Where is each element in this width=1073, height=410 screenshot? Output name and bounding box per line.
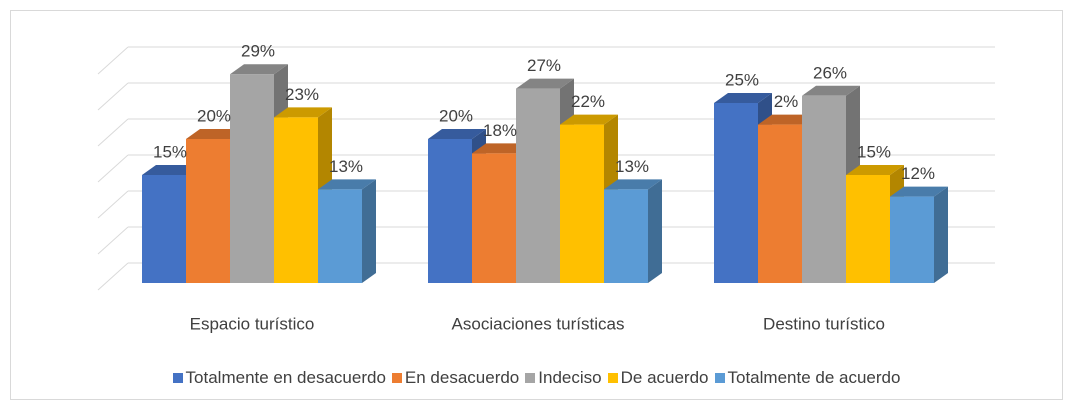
- legend-swatch: [172, 373, 183, 383]
- legend-item: Totalmente en desacuerdo: [172, 368, 386, 388]
- data-label: 22%: [571, 92, 605, 111]
- bar-top: [516, 78, 574, 89]
- legend-item: En desacuerdo: [391, 368, 520, 388]
- grid-line-side: [97, 154, 129, 183]
- bar: [758, 124, 802, 283]
- bar: [516, 88, 560, 283]
- grid-line-side: [97, 82, 129, 111]
- legend-label: Totalmente en desacuerdo: [185, 368, 386, 387]
- legend-item: De acuerdo: [607, 368, 709, 388]
- bar: [714, 103, 758, 283]
- bar-top: [428, 129, 486, 139]
- bar-top: [758, 114, 816, 125]
- bar-top: [560, 114, 618, 125]
- bar-top: [846, 165, 904, 175]
- bar: [846, 175, 890, 283]
- data-label: 13%: [615, 157, 649, 176]
- bar-top: [802, 85, 860, 96]
- grid-line-side: [97, 262, 129, 291]
- bar-side: [934, 186, 948, 283]
- bar-side: [362, 179, 376, 283]
- data-label: 25%: [725, 70, 759, 89]
- bar-top: [186, 129, 244, 139]
- data-label: 18%: [483, 121, 517, 140]
- bar-top: [472, 143, 530, 154]
- data-label: 23%: [285, 85, 319, 104]
- grid-line-side: [97, 226, 129, 255]
- bar-top: [318, 179, 376, 190]
- data-label: 29%: [241, 42, 275, 61]
- bar-side: [648, 179, 662, 283]
- bar: [802, 95, 846, 283]
- bar: [604, 189, 648, 283]
- bar: [560, 124, 604, 283]
- bar-top: [230, 64, 288, 75]
- legend-label: En desacuerdo: [404, 368, 520, 387]
- legend-swatch: [525, 373, 536, 383]
- data-label: 20%: [439, 106, 473, 125]
- legend-swatch: [714, 373, 725, 383]
- data-label: 26%: [813, 63, 847, 82]
- bar-top: [890, 186, 948, 197]
- legend-item: Totalmente de acuerdo: [714, 368, 901, 388]
- bar: [274, 117, 318, 284]
- data-label: 15%: [153, 142, 187, 161]
- data-label: 20%: [197, 106, 231, 125]
- legend-item: Indeciso: [525, 368, 602, 388]
- data-label: 27%: [527, 56, 561, 75]
- bar-top: [142, 165, 200, 175]
- legend-label: De acuerdo: [620, 368, 709, 387]
- data-label: 13%: [329, 157, 363, 176]
- bar-top: [604, 179, 662, 190]
- data-label: 15%: [857, 142, 891, 161]
- bar: [230, 74, 274, 283]
- legend: Totalmente en desacuerdo En desacuerdo Ind…: [0, 368, 1073, 388]
- grid-line-side: [97, 190, 129, 219]
- legend-label: Totalmente de acuerdo: [727, 368, 901, 387]
- data-label: 2%: [774, 92, 799, 111]
- grid-line-side: [97, 46, 129, 75]
- data-label: 12%: [901, 164, 935, 183]
- bar: [472, 153, 516, 283]
- chart-frame: [10, 10, 1063, 400]
- legend-swatch: [607, 373, 618, 383]
- bar: [428, 139, 472, 283]
- legend-label: Indeciso: [538, 368, 602, 387]
- x-tick-label: Espacio turístico: [190, 314, 315, 333]
- x-tick-label: Destino turístico: [763, 314, 885, 333]
- bar: [142, 175, 186, 283]
- grid-line-side: [97, 118, 129, 147]
- bar: [318, 189, 362, 283]
- bar-top: [714, 93, 772, 103]
- bar: [186, 139, 230, 283]
- bar-top: [274, 107, 332, 118]
- bar: [890, 196, 934, 283]
- legend-swatch: [391, 373, 402, 383]
- x-tick-label: Asociaciones turísticas: [452, 314, 625, 333]
